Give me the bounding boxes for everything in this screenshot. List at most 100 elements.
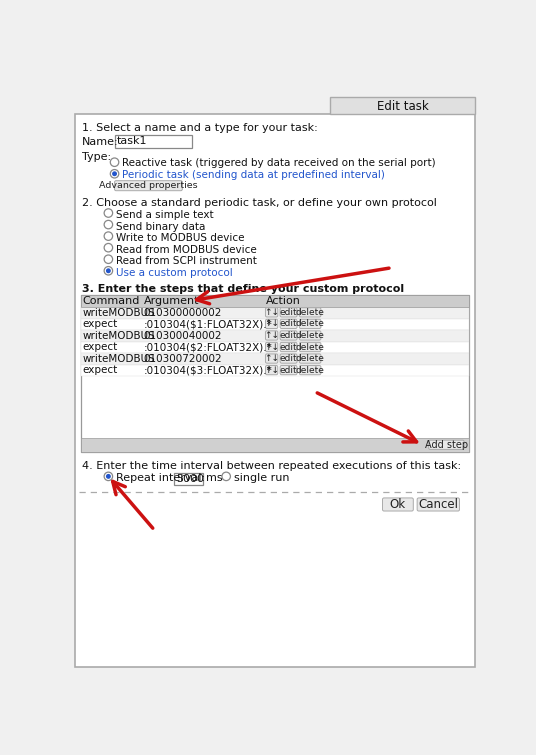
Circle shape: [106, 268, 111, 273]
FancyBboxPatch shape: [429, 440, 464, 449]
Text: Edit task: Edit task: [377, 100, 428, 112]
Text: 010300040002: 010300040002: [144, 331, 222, 341]
FancyBboxPatch shape: [280, 365, 297, 374]
Text: delete: delete: [296, 343, 325, 352]
Text: Argument: Argument: [144, 296, 199, 307]
FancyBboxPatch shape: [265, 308, 278, 317]
FancyBboxPatch shape: [299, 354, 321, 363]
FancyBboxPatch shape: [280, 342, 297, 352]
Bar: [80, 307, 469, 319]
Text: Type:: Type:: [82, 153, 111, 162]
FancyBboxPatch shape: [115, 180, 182, 191]
Bar: [80, 330, 469, 341]
Bar: [330, 97, 475, 114]
Text: Use a custom protocol: Use a custom protocol: [116, 268, 233, 278]
Text: writeMODBUS: writeMODBUS: [82, 308, 155, 318]
Bar: [174, 473, 203, 485]
FancyBboxPatch shape: [280, 354, 297, 363]
Circle shape: [110, 170, 119, 178]
Text: Add step: Add step: [425, 440, 468, 450]
FancyBboxPatch shape: [265, 331, 278, 340]
Text: edit: edit: [280, 354, 297, 363]
Bar: [80, 353, 469, 365]
Text: Name:: Name:: [82, 137, 119, 146]
FancyBboxPatch shape: [265, 354, 278, 363]
Text: delete: delete: [296, 365, 325, 374]
Text: :010304($3:FLOAT32X).*: :010304($3:FLOAT32X).*: [144, 365, 272, 375]
Text: expect: expect: [82, 365, 117, 375]
Circle shape: [104, 232, 113, 240]
Text: Write to MODBUS device: Write to MODBUS device: [116, 233, 244, 243]
Text: Read from MODBUS device: Read from MODBUS device: [116, 245, 257, 254]
Bar: [115, 135, 191, 147]
Text: Periodic task (sending data at predefined interval): Periodic task (sending data at predefine…: [122, 170, 385, 180]
Text: ms: ms: [206, 473, 223, 483]
FancyBboxPatch shape: [299, 342, 321, 352]
Text: edit: edit: [280, 319, 297, 328]
Circle shape: [104, 267, 113, 275]
Text: 5000: 5000: [176, 474, 204, 484]
Text: :010304($2:FLOAT32X).*: :010304($2:FLOAT32X).*: [144, 342, 272, 353]
Text: ↑↓: ↑↓: [264, 365, 279, 374]
Text: Advanced properties: Advanced properties: [99, 181, 198, 190]
Circle shape: [104, 243, 113, 252]
Text: ↑↓: ↑↓: [264, 319, 279, 328]
Text: task1: task1: [117, 137, 147, 146]
Bar: [80, 438, 469, 451]
Text: 2. Choose a standard periodic task, or define your own protocol: 2. Choose a standard periodic task, or d…: [82, 198, 437, 208]
FancyBboxPatch shape: [299, 331, 321, 340]
Bar: [80, 294, 469, 451]
Text: delete: delete: [296, 354, 325, 363]
Text: Send a simple text: Send a simple text: [116, 210, 214, 220]
FancyBboxPatch shape: [280, 331, 297, 340]
Text: 3. Enter the steps that define your custom protocol: 3. Enter the steps that define your cust…: [82, 284, 404, 294]
FancyBboxPatch shape: [280, 308, 297, 317]
Text: 1. Select a name and a type for your task:: 1. Select a name and a type for your tas…: [82, 123, 318, 133]
Text: ↑↓: ↑↓: [264, 354, 279, 363]
Text: edit: edit: [280, 331, 297, 340]
Text: Reactive task (triggered by data received on the serial port): Reactive task (triggered by data receive…: [122, 159, 436, 168]
Text: delete: delete: [296, 331, 325, 340]
Text: 010300000002: 010300000002: [144, 308, 222, 318]
Circle shape: [106, 474, 111, 479]
Circle shape: [104, 472, 113, 481]
Bar: [80, 319, 469, 330]
Bar: [80, 294, 469, 307]
Text: 4. Enter the time interval between repeated executions of this task:: 4. Enter the time interval between repea…: [82, 461, 461, 471]
Text: edit: edit: [280, 308, 297, 317]
FancyBboxPatch shape: [299, 365, 321, 374]
FancyBboxPatch shape: [280, 319, 297, 328]
Text: expect: expect: [82, 319, 117, 329]
FancyBboxPatch shape: [265, 342, 278, 352]
Text: :010304($1:FLOAT32X).*: :010304($1:FLOAT32X).*: [144, 319, 272, 329]
FancyBboxPatch shape: [299, 319, 321, 328]
Text: Send binary data: Send binary data: [116, 221, 205, 232]
FancyBboxPatch shape: [299, 308, 321, 317]
Text: 010300720002: 010300720002: [144, 354, 222, 364]
Text: Repeat interval:: Repeat interval:: [116, 473, 205, 483]
Text: Cancel: Cancel: [418, 498, 458, 511]
Text: ↑↓: ↑↓: [264, 331, 279, 340]
Text: Ok: Ok: [390, 498, 406, 511]
Circle shape: [112, 171, 117, 176]
Text: writeMODBUS: writeMODBUS: [82, 331, 155, 341]
Bar: [80, 365, 469, 376]
Circle shape: [222, 472, 230, 481]
Text: single run: single run: [234, 473, 289, 483]
FancyBboxPatch shape: [417, 498, 459, 511]
FancyBboxPatch shape: [265, 365, 278, 374]
Circle shape: [104, 255, 113, 263]
Text: ↑↓: ↑↓: [264, 343, 279, 352]
Text: delete: delete: [296, 319, 325, 328]
Text: Read from SCPI instrument: Read from SCPI instrument: [116, 256, 257, 267]
Text: ↑↓: ↑↓: [264, 308, 279, 317]
Text: delete: delete: [296, 308, 325, 317]
Circle shape: [110, 158, 119, 166]
Text: writeMODBUS: writeMODBUS: [82, 354, 155, 364]
FancyBboxPatch shape: [383, 498, 413, 511]
Circle shape: [104, 220, 113, 229]
Circle shape: [104, 209, 113, 217]
Bar: [80, 341, 469, 353]
FancyBboxPatch shape: [265, 319, 278, 328]
Text: edit: edit: [280, 365, 297, 374]
